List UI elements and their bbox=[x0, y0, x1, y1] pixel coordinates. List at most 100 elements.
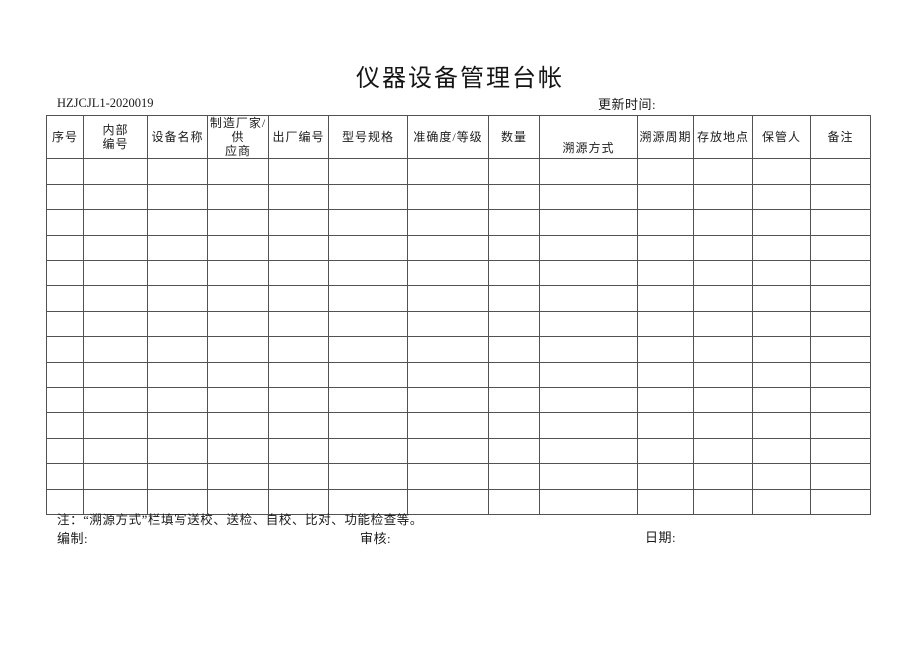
empty-cell-cunfang-didian bbox=[693, 412, 753, 439]
empty-cell-xinghao-guige bbox=[328, 310, 408, 338]
empty-cell-beizhu bbox=[810, 310, 871, 338]
table-row bbox=[46, 336, 871, 363]
empty-cell-suyuan-fangshi bbox=[539, 183, 638, 211]
empty-cell-suyuan-fangshi bbox=[539, 361, 638, 388]
empty-cell-zhunquedu-dengji bbox=[407, 386, 489, 414]
empty-cell-zhunquedu-dengji bbox=[407, 310, 489, 338]
empty-cell-cunfang-didian bbox=[693, 386, 753, 414]
empty-cell-shuliang bbox=[488, 437, 540, 465]
empty-cell-zhunquedu-dengji bbox=[407, 361, 489, 388]
empty-cell-chuchang-bianhao bbox=[268, 234, 329, 262]
empty-cell-xuhao bbox=[46, 260, 84, 287]
empty-cell-beizhu bbox=[810, 209, 871, 236]
empty-cell-suyuan-fangshi bbox=[539, 260, 638, 287]
empty-cell-shuliang bbox=[488, 260, 540, 287]
empty-cell-beizhu bbox=[810, 183, 871, 211]
empty-cell-suyuan-fangshi bbox=[539, 412, 638, 439]
column-header-cunfang-didian: 存放地点 bbox=[693, 114, 753, 160]
table-row bbox=[46, 234, 871, 262]
empty-cell-shebei-mingcheng bbox=[147, 183, 208, 211]
empty-cell-suyuan-fangshi bbox=[539, 209, 638, 236]
empty-cell-neibu-bianhao bbox=[83, 412, 148, 439]
empty-cell-baoguanren bbox=[752, 412, 811, 439]
empty-cell-xinghao-guige bbox=[328, 158, 408, 185]
empty-cell-shebei-mingcheng bbox=[147, 386, 208, 414]
empty-cell-beizhu bbox=[810, 158, 871, 185]
empty-cell-beizhu bbox=[810, 361, 871, 388]
empty-cell-baoguanren bbox=[752, 437, 811, 465]
empty-cell-shuliang bbox=[488, 285, 540, 312]
empty-cell-shebei-mingcheng bbox=[147, 209, 208, 236]
column-header-chuchang-bianhao: 出厂编号 bbox=[268, 114, 329, 160]
empty-cell-xuhao bbox=[46, 183, 84, 211]
column-header-suyuan-zhouqi: 溯源周期 bbox=[637, 114, 694, 160]
empty-cell-xinghao-guige bbox=[328, 463, 408, 490]
empty-cell-xuhao bbox=[46, 361, 84, 388]
empty-cell-cunfang-didian bbox=[693, 158, 753, 185]
column-header-shebei-mingcheng: 设备名称 bbox=[147, 114, 208, 160]
empty-cell-zhizao-changjia bbox=[207, 361, 269, 388]
empty-cell-suyuan-fangshi bbox=[539, 310, 638, 338]
empty-cell-shebei-mingcheng bbox=[147, 463, 208, 490]
empty-cell-neibu-bianhao bbox=[83, 463, 148, 490]
empty-cell-neibu-bianhao bbox=[83, 386, 148, 414]
empty-cell-shebei-mingcheng bbox=[147, 310, 208, 338]
table-row bbox=[46, 386, 871, 414]
empty-cell-zhunquedu-dengji bbox=[407, 234, 489, 262]
empty-cell-baoguanren bbox=[752, 234, 811, 262]
column-header-xuhao: 序号 bbox=[46, 114, 84, 160]
empty-cell-shuliang bbox=[488, 310, 540, 338]
empty-cell-xuhao bbox=[46, 386, 84, 414]
empty-cell-zhunquedu-dengji bbox=[407, 488, 489, 515]
empty-cell-zhizao-changjia bbox=[207, 386, 269, 414]
empty-cell-beizhu bbox=[810, 234, 871, 262]
empty-cell-shebei-mingcheng bbox=[147, 336, 208, 363]
empty-cell-zhizao-changjia bbox=[207, 412, 269, 439]
empty-cell-shuliang bbox=[488, 488, 540, 515]
empty-cell-chuchang-bianhao bbox=[268, 361, 329, 388]
empty-cell-suyuan-fangshi bbox=[539, 463, 638, 490]
column-header-suyuan-fangshi: 溯源方式 bbox=[539, 114, 638, 160]
empty-cell-shebei-mingcheng bbox=[147, 260, 208, 287]
empty-cell-zhizao-changjia bbox=[207, 285, 269, 312]
empty-cell-shuliang bbox=[488, 463, 540, 490]
empty-cell-xinghao-guige bbox=[328, 488, 408, 515]
empty-cell-suyuan-zhouqi bbox=[637, 386, 694, 414]
column-header-beizhu: 备注 bbox=[810, 114, 871, 160]
empty-cell-shebei-mingcheng bbox=[147, 488, 208, 515]
empty-cell-chuchang-bianhao bbox=[268, 463, 329, 490]
empty-cell-suyuan-zhouqi bbox=[637, 260, 694, 287]
empty-cell-baoguanren bbox=[752, 488, 811, 515]
table-row bbox=[46, 158, 871, 185]
empty-cell-suyuan-zhouqi bbox=[637, 336, 694, 363]
empty-cell-neibu-bianhao bbox=[83, 158, 148, 185]
empty-cell-chuchang-bianhao bbox=[268, 336, 329, 363]
empty-cell-shebei-mingcheng bbox=[147, 437, 208, 465]
empty-cell-beizhu bbox=[810, 437, 871, 465]
empty-cell-shuliang bbox=[488, 234, 540, 262]
empty-cell-suyuan-fangshi bbox=[539, 386, 638, 414]
empty-cell-neibu-bianhao bbox=[83, 209, 148, 236]
empty-cell-shebei-mingcheng bbox=[147, 234, 208, 262]
empty-cell-neibu-bianhao bbox=[83, 183, 148, 211]
empty-cell-suyuan-fangshi bbox=[539, 437, 638, 465]
empty-cell-neibu-bianhao bbox=[83, 310, 148, 338]
empty-cell-zhunquedu-dengji bbox=[407, 412, 489, 439]
table-row bbox=[46, 361, 871, 388]
empty-cell-xinghao-guige bbox=[328, 336, 408, 363]
update-time-label: 更新时间: bbox=[598, 97, 657, 112]
empty-cell-zhunquedu-dengji bbox=[407, 463, 489, 490]
empty-cell-chuchang-bianhao bbox=[268, 158, 329, 185]
empty-cell-cunfang-didian bbox=[693, 234, 753, 262]
empty-cell-zhizao-changjia bbox=[207, 158, 269, 185]
empty-cell-zhizao-changjia bbox=[207, 463, 269, 490]
empty-cell-suyuan-zhouqi bbox=[637, 209, 694, 236]
table-row bbox=[46, 437, 871, 465]
page-title: 仪器设备管理台帐 bbox=[356, 66, 564, 92]
empty-cell-zhizao-changjia bbox=[207, 260, 269, 287]
empty-cell-xinghao-guige bbox=[328, 234, 408, 262]
empty-cell-zhizao-changjia bbox=[207, 234, 269, 262]
empty-cell-baoguanren bbox=[752, 310, 811, 338]
table-row bbox=[46, 310, 871, 338]
